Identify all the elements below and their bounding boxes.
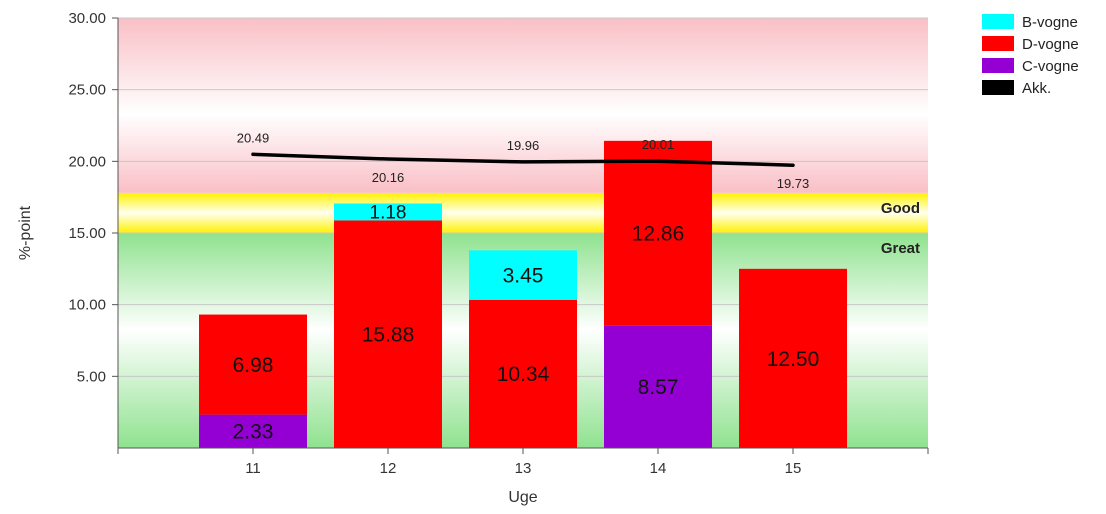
x-tick-label: 12: [380, 460, 397, 477]
legend-label-b-vogne: B-vogne: [1022, 14, 1078, 31]
x-tick-label: 14: [650, 460, 667, 477]
bar-c-vogne-11: [199, 414, 307, 448]
y-axis-label: %-point: [17, 205, 34, 260]
bar-b-vogne-13: [469, 250, 577, 300]
bar-value-label: 3.45: [503, 264, 544, 287]
y-tick-label: 30.00: [68, 10, 106, 27]
bar-value-label: 12.50: [767, 348, 820, 371]
x-tick-label: 13: [515, 460, 532, 477]
y-tick-label: 25.00: [68, 82, 106, 99]
legend-label-d-vogne: D-vogne: [1022, 36, 1079, 53]
band-poor: [118, 18, 928, 193]
legend-swatch-b-vogne: [982, 14, 1014, 29]
legend-label-akk.: Akk.: [1022, 80, 1051, 97]
legend-swatch-akk.: [982, 80, 1014, 95]
line-value-label: 20.16: [372, 170, 405, 185]
legend-label-c-vogne: C-vogne: [1022, 58, 1079, 75]
bar-d-vogne-14: [604, 140, 712, 326]
bar-d-vogne-11: [199, 314, 307, 415]
legend-swatch-c-vogne: [982, 58, 1014, 73]
band-label-good: Good: [881, 200, 920, 217]
y-tick-label: 5.00: [77, 368, 106, 385]
bar-value-label: 1.18: [370, 203, 407, 224]
x-axis-label: Uge: [508, 489, 537, 506]
bars-layer: 2.33 6.98 15.88 1.18 10.34 3.45 8.57 12.86 12.50: [199, 140, 847, 448]
y-tick-label: 15.00: [68, 225, 106, 242]
line-value-label: 19.73: [777, 176, 810, 191]
bar-d-vogne-12: [334, 220, 442, 448]
line-point-11: [251, 152, 255, 156]
axes-layer: 5.00 10.00 15.00 20.00 25.00 30.00 11 12 13 14 15 U…: [17, 10, 929, 506]
line-layer: 20.49 20.16 19.96 20.01 19.73: [237, 130, 810, 191]
legend: B-vogne D-vogne C-vogne Akk.: [982, 14, 1079, 97]
bar-value-label: 6.98: [233, 354, 274, 377]
y-tick-label: 10.00: [68, 297, 106, 314]
x-tick-label: 15: [785, 460, 802, 477]
bar-d-vogne-15: [739, 268, 847, 448]
line-value-label: 20.49: [237, 130, 270, 145]
bar-value-label: 10.34: [497, 363, 550, 386]
legend-swatch-d-vogne: [982, 36, 1014, 51]
bar-b-vogne-12: [334, 203, 442, 221]
band-good: [118, 192, 928, 233]
line-point-12: [386, 157, 390, 161]
x-tick-label: 11: [245, 460, 261, 477]
line-value-label: 19.96: [507, 138, 540, 153]
line-point-13: [521, 160, 525, 164]
line-point-15: [791, 163, 795, 167]
bar-value-label: 15.88: [362, 324, 415, 347]
bar-d-vogne-13: [469, 299, 577, 448]
line-point-14: [656, 159, 660, 163]
bar-value-label: 2.33: [233, 421, 274, 444]
y-tick-label: 20.00: [68, 153, 106, 170]
bar-value-label: 8.57: [638, 376, 679, 399]
bar-c-vogne-14: [604, 325, 712, 448]
line-value-label: 20.01: [642, 137, 675, 152]
band-label-great: Great: [881, 240, 920, 257]
bar-value-label: 12.86: [632, 222, 685, 245]
